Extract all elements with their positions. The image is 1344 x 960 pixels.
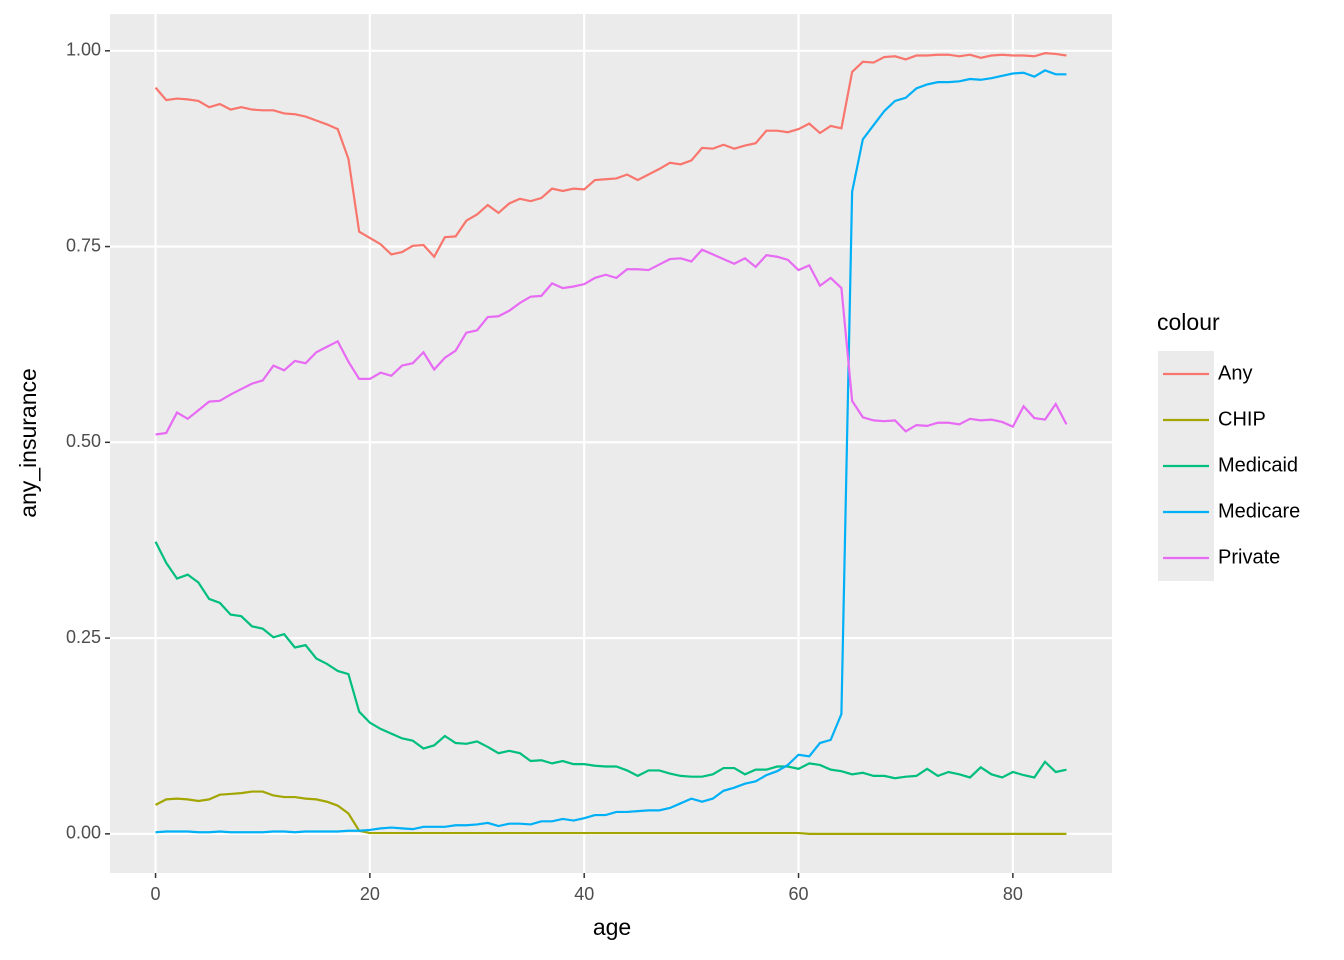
x-tick-label: 20 <box>360 884 380 904</box>
series-line <box>155 790 1067 835</box>
series-line <box>155 69 1067 834</box>
legend-label: Medicare <box>1218 500 1300 522</box>
y-tick-label: 0.50 <box>66 431 101 451</box>
x-tick-label: 40 <box>574 884 594 904</box>
legend-label: CHIP <box>1218 408 1266 430</box>
series-line <box>154 541 1067 780</box>
legend-label: Medicaid <box>1218 454 1298 476</box>
y-axis-title: any_insurance <box>15 368 41 518</box>
y-tick-label: 0.75 <box>66 235 101 255</box>
series-line <box>155 248 1068 436</box>
x-tick-label: 0 <box>151 884 161 904</box>
x-tick-label: 80 <box>1003 884 1023 904</box>
legend-title: colour <box>1157 309 1220 335</box>
y-tick-label: 0.25 <box>66 627 101 647</box>
series-line <box>154 52 1067 259</box>
y-tick-label: 0.00 <box>66 823 101 843</box>
panel <box>110 14 1112 873</box>
x-tick-label: 60 <box>789 884 809 904</box>
x-axis-title: age <box>593 914 631 940</box>
legend-label: Private <box>1218 546 1280 568</box>
y-tick-label: 1.00 <box>66 40 101 60</box>
legend-label: Any <box>1218 362 1252 384</box>
